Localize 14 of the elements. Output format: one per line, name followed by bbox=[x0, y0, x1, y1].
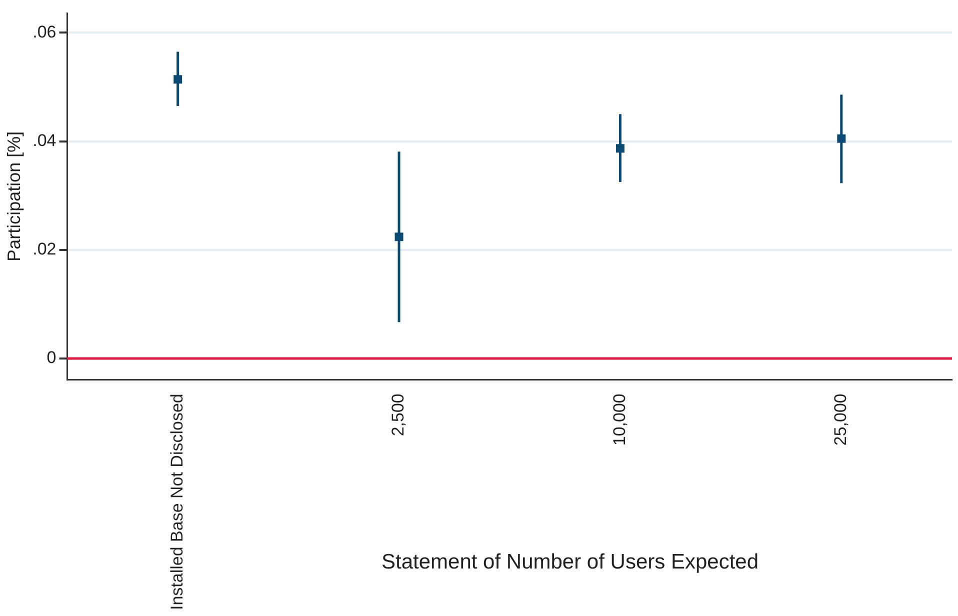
y-tick-label: .02 bbox=[32, 240, 56, 259]
x-axis-title: Statement of Number of Users Expected bbox=[381, 550, 759, 574]
point bbox=[394, 232, 404, 242]
point bbox=[837, 134, 846, 143]
y-tick-label: .04 bbox=[32, 130, 56, 150]
y-tick-label: 0 bbox=[46, 348, 56, 368]
y-axis-title: Participation [%] bbox=[4, 131, 24, 262]
x-tick-label: 10,000 bbox=[610, 394, 629, 446]
x-tick-label: 25,000 bbox=[831, 394, 850, 446]
point bbox=[616, 144, 624, 153]
x-tick-label: 2,500 bbox=[388, 394, 408, 436]
point bbox=[174, 75, 182, 84]
x-tick-label: Installed Base Not Disclosed bbox=[168, 394, 187, 610]
y-tick-label: .06 bbox=[32, 22, 56, 42]
